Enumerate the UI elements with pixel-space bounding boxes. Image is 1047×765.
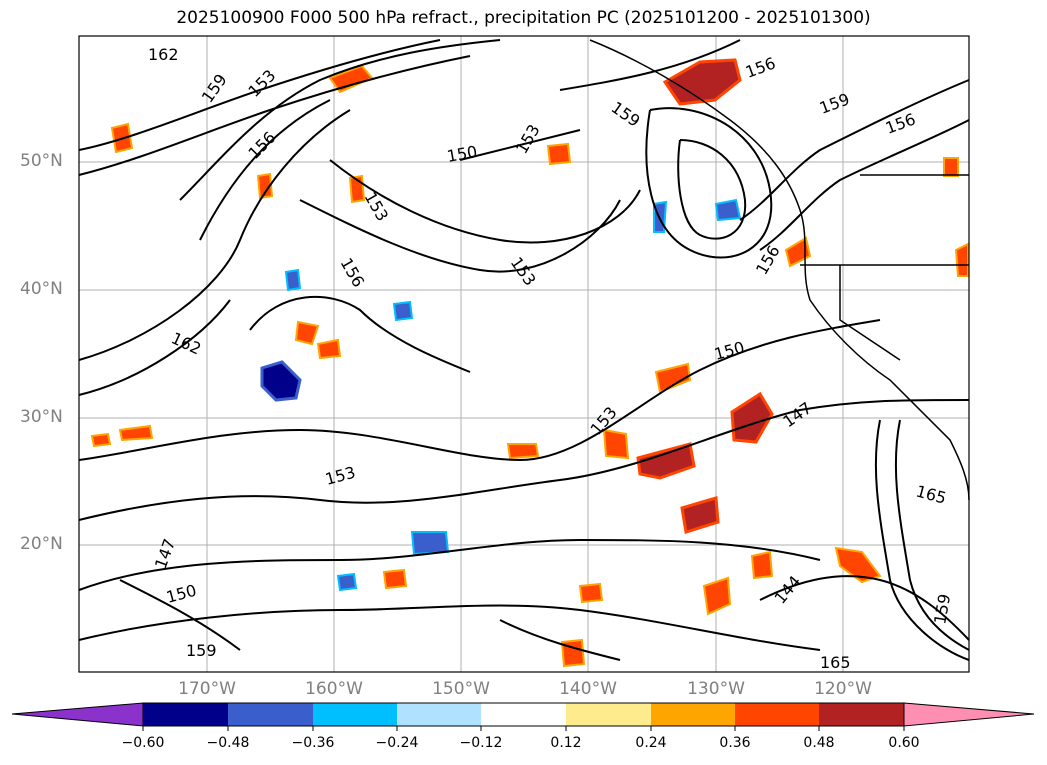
colorbar-low-arrow: [11, 702, 144, 727]
colorbar-bin: [651, 703, 735, 726]
map-title: 2025100900 F000 500 hPa refract., precip…: [176, 8, 871, 28]
coastlines: [589, 39, 970, 501]
colorbar-bin: [143, 703, 228, 726]
colorbar-tick: −0.12: [459, 735, 503, 751]
colorbar-tick: 0.24: [635, 735, 667, 751]
lon-label: 170°W: [178, 679, 236, 699]
lon-label: 160°W: [305, 679, 363, 699]
refractivity-contours: [78, 39, 970, 661]
lon-label: 150°W: [432, 679, 490, 699]
colorbar-tick: 0.36: [719, 735, 751, 751]
colorbar-high-arrow: [903, 702, 1035, 727]
colorbar-tick: −0.36: [291, 735, 335, 751]
colorbar-bin: [228, 703, 313, 726]
colorbar-bin: [819, 703, 904, 726]
colorbar-tick: −0.60: [121, 735, 165, 751]
colorbar-bin: [481, 703, 566, 726]
contour-label: 159: [186, 641, 217, 660]
lat-label: 50°N: [20, 151, 63, 171]
colorbar-tick: −0.48: [206, 735, 250, 751]
colorbar-tick: 0.60: [888, 735, 920, 751]
lon-label: 120°W: [814, 679, 872, 699]
lon-label: 140°W: [559, 679, 617, 699]
precipitation-patches: [90, 58, 969, 668]
lat-label: 30°N: [20, 407, 63, 427]
colorbar: [11, 702, 1035, 731]
contour-label: 165: [820, 653, 851, 672]
lat-label: 20°N: [20, 534, 63, 554]
colorbar-tick: 0.12: [550, 735, 582, 751]
colorbar-bin: [313, 703, 397, 726]
colorbar-bin: [397, 703, 481, 726]
lat-label: 40°N: [20, 279, 63, 299]
lon-label: 130°W: [687, 679, 745, 699]
contour-label: 162: [148, 45, 179, 64]
colorbar-tick: −0.24: [375, 735, 419, 751]
colorbar-bin: [566, 703, 651, 726]
colorbar-tick: 0.48: [803, 735, 835, 751]
colorbar-bin: [735, 703, 819, 726]
